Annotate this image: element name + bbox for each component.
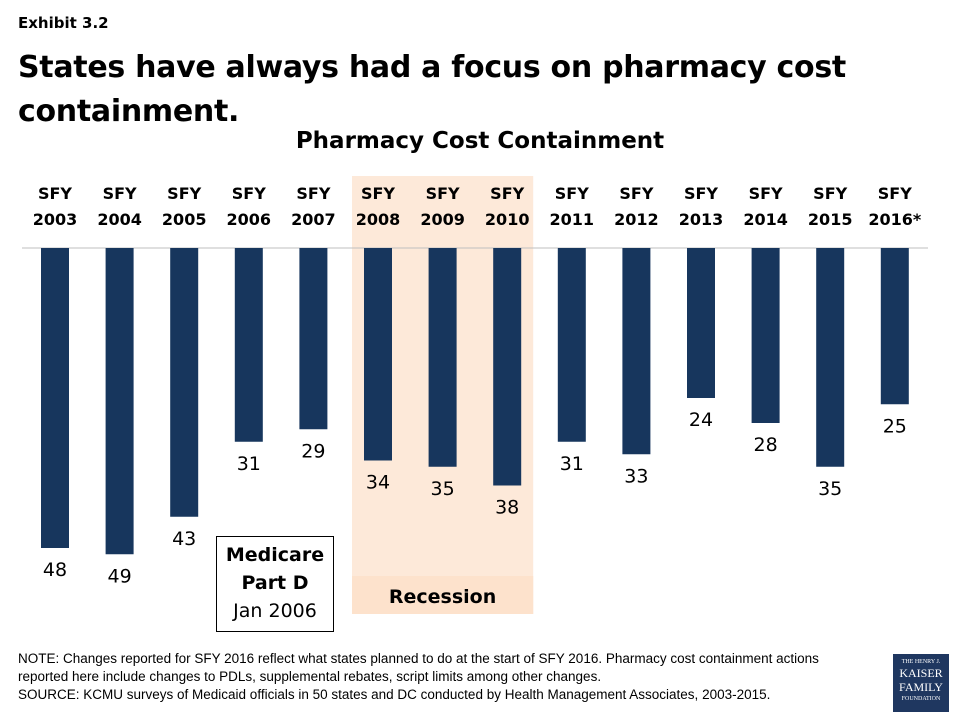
data-label: 25 bbox=[883, 415, 907, 437]
recession-label-strip bbox=[352, 576, 534, 614]
bar bbox=[751, 248, 780, 423]
category-label: SFY bbox=[684, 184, 718, 203]
category-label: SFY bbox=[296, 184, 330, 203]
category-label: 2011 bbox=[550, 210, 595, 229]
category-label: 2013 bbox=[679, 210, 724, 229]
annotation-line2: Part D bbox=[241, 572, 309, 594]
medicare-part-d-annotation: Medicare Part D Jan 2006 bbox=[216, 536, 334, 632]
bar bbox=[299, 248, 328, 430]
category-label: SFY bbox=[38, 184, 72, 203]
category-label: SFY bbox=[878, 184, 912, 203]
note-text: NOTE: Changes reported for SFY 2016 refl… bbox=[18, 651, 819, 684]
bar bbox=[557, 248, 586, 442]
data-label: 33 bbox=[624, 465, 648, 487]
bar bbox=[493, 248, 522, 486]
data-label: 35 bbox=[818, 478, 842, 500]
category-label: SFY bbox=[103, 184, 137, 203]
bar bbox=[364, 248, 392, 461]
category-label: SFY bbox=[813, 184, 847, 203]
source-text: SOURCE: KCMU surveys of Medicaid officia… bbox=[18, 687, 771, 702]
category-label: SFY bbox=[426, 184, 460, 203]
category-label: SFY bbox=[555, 184, 589, 203]
category-label: SFY bbox=[361, 184, 395, 203]
annotation-line1: Medicare bbox=[225, 544, 325, 566]
bar bbox=[234, 248, 263, 442]
kff-logo: THE HENRY J. KAISER FAMILY FOUNDATION bbox=[893, 654, 949, 712]
annotation-line3: Jan 2006 bbox=[233, 600, 317, 622]
chart-title: Pharmacy Cost Containment bbox=[295, 128, 665, 154]
category-label: 2004 bbox=[97, 210, 142, 229]
recession-label: Recession bbox=[389, 586, 496, 608]
data-label: 24 bbox=[689, 409, 713, 431]
category-label: 2003 bbox=[33, 210, 78, 229]
data-label: 43 bbox=[172, 528, 196, 550]
data-label: 31 bbox=[560, 453, 584, 475]
exhibit-label: Exhibit 3.2 bbox=[18, 14, 109, 32]
category-label: SFY bbox=[232, 184, 266, 203]
category-label: 2015 bbox=[808, 210, 853, 229]
bar bbox=[880, 248, 909, 405]
bar bbox=[816, 248, 845, 467]
category-label: SFY bbox=[490, 184, 524, 203]
bar bbox=[428, 248, 457, 467]
category-label: SFY bbox=[749, 184, 783, 203]
category-label: 2005 bbox=[162, 210, 207, 229]
category-label: 2006 bbox=[227, 210, 272, 229]
category-label: 2014 bbox=[743, 210, 788, 229]
data-label: 34 bbox=[366, 472, 390, 494]
data-label: 38 bbox=[495, 497, 519, 519]
category-label: 2016* bbox=[868, 210, 922, 229]
bar bbox=[41, 248, 69, 548]
data-label: 28 bbox=[754, 434, 778, 456]
bar bbox=[622, 248, 651, 455]
data-label: 49 bbox=[108, 565, 132, 587]
bar bbox=[687, 248, 715, 398]
bar bbox=[170, 248, 199, 517]
category-label: 2008 bbox=[356, 210, 401, 229]
data-label: 31 bbox=[237, 453, 261, 475]
category-label: 2010 bbox=[485, 210, 530, 229]
category-label: SFY bbox=[619, 184, 653, 203]
data-label: 48 bbox=[43, 559, 67, 581]
footnote: NOTE: Changes reported for SFY 2016 refl… bbox=[18, 650, 868, 704]
data-label: 29 bbox=[301, 440, 325, 462]
headline: States have always had a focus on pharma… bbox=[18, 50, 846, 129]
category-label: 2007 bbox=[291, 210, 336, 229]
category-label: 2009 bbox=[420, 210, 465, 229]
category-label: SFY bbox=[167, 184, 201, 203]
data-label: 35 bbox=[431, 478, 455, 500]
category-label: 2012 bbox=[614, 210, 659, 229]
bar bbox=[105, 248, 134, 555]
